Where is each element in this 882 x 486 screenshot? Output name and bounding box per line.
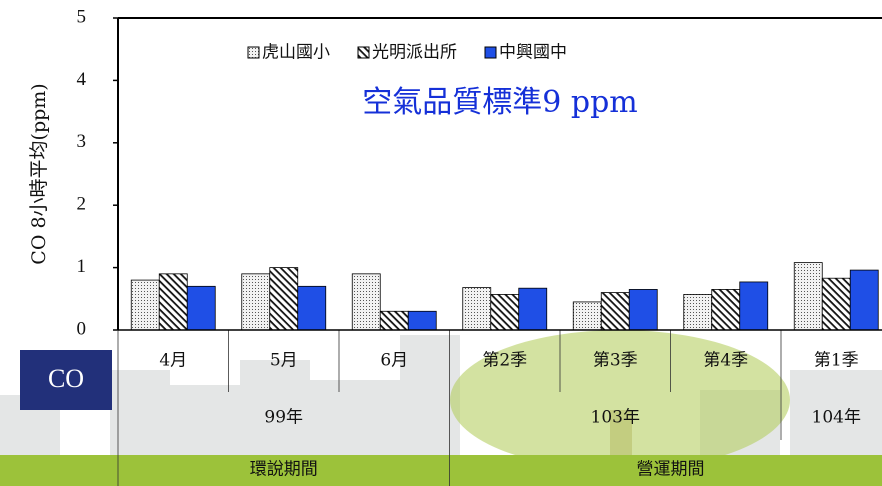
annotation: 空氣品質標準9 ppm (362, 85, 637, 120)
bar (351, 273, 381, 331)
bar (407, 310, 437, 331)
bar (186, 285, 216, 331)
x-tick-label: 5月 (270, 351, 298, 371)
year-label: 99年 (264, 408, 303, 428)
bar (241, 273, 271, 331)
legend-swatch (357, 46, 370, 59)
y-tick-label: 4 (77, 69, 87, 90)
bar (739, 281, 769, 331)
bar (518, 287, 548, 331)
row-label-box (20, 350, 112, 410)
y-tick-label: 0 (77, 318, 87, 339)
bar (849, 269, 879, 331)
bar (490, 294, 520, 331)
legend-label: 光明派出所 (372, 43, 457, 63)
bar (379, 310, 409, 331)
y-axis-label: CO 8小時平均(ppm) (28, 83, 50, 264)
bar (572, 301, 602, 331)
background (0, 330, 882, 486)
legend-label: 虎山國小 (262, 43, 330, 63)
bar (821, 277, 851, 331)
bar (683, 294, 713, 331)
bar (793, 262, 823, 331)
row-label: CO (48, 364, 84, 393)
y-tick-label: 1 (77, 256, 87, 277)
x-tick-label: 第1季 (814, 351, 859, 371)
bar (628, 289, 658, 331)
bar (711, 289, 741, 331)
x-tick-label: 4月 (159, 351, 187, 371)
bar (462, 287, 492, 331)
legend-swatch (247, 46, 260, 59)
x-tick-label: 第4季 (703, 351, 748, 371)
x-tick-label: 第3季 (593, 351, 638, 371)
x-tick-label: 第2季 (482, 351, 527, 371)
bar (297, 285, 327, 331)
bar (158, 273, 188, 331)
period-label: 營運期間 (637, 460, 705, 480)
bar (600, 292, 630, 331)
year-label: 103年 (591, 408, 640, 428)
y-tick-label: 5 (77, 6, 87, 27)
y-tick-label: 3 (77, 131, 87, 152)
year-label: 104年 (812, 408, 861, 428)
period-label: 環說期間 (250, 460, 318, 480)
x-tick-label: 6月 (380, 351, 408, 371)
bar (269, 267, 299, 331)
legend-swatch (484, 46, 497, 59)
bar (130, 279, 160, 331)
y-tick-label: 2 (77, 194, 87, 215)
legend-label: 中興國中 (499, 43, 567, 63)
